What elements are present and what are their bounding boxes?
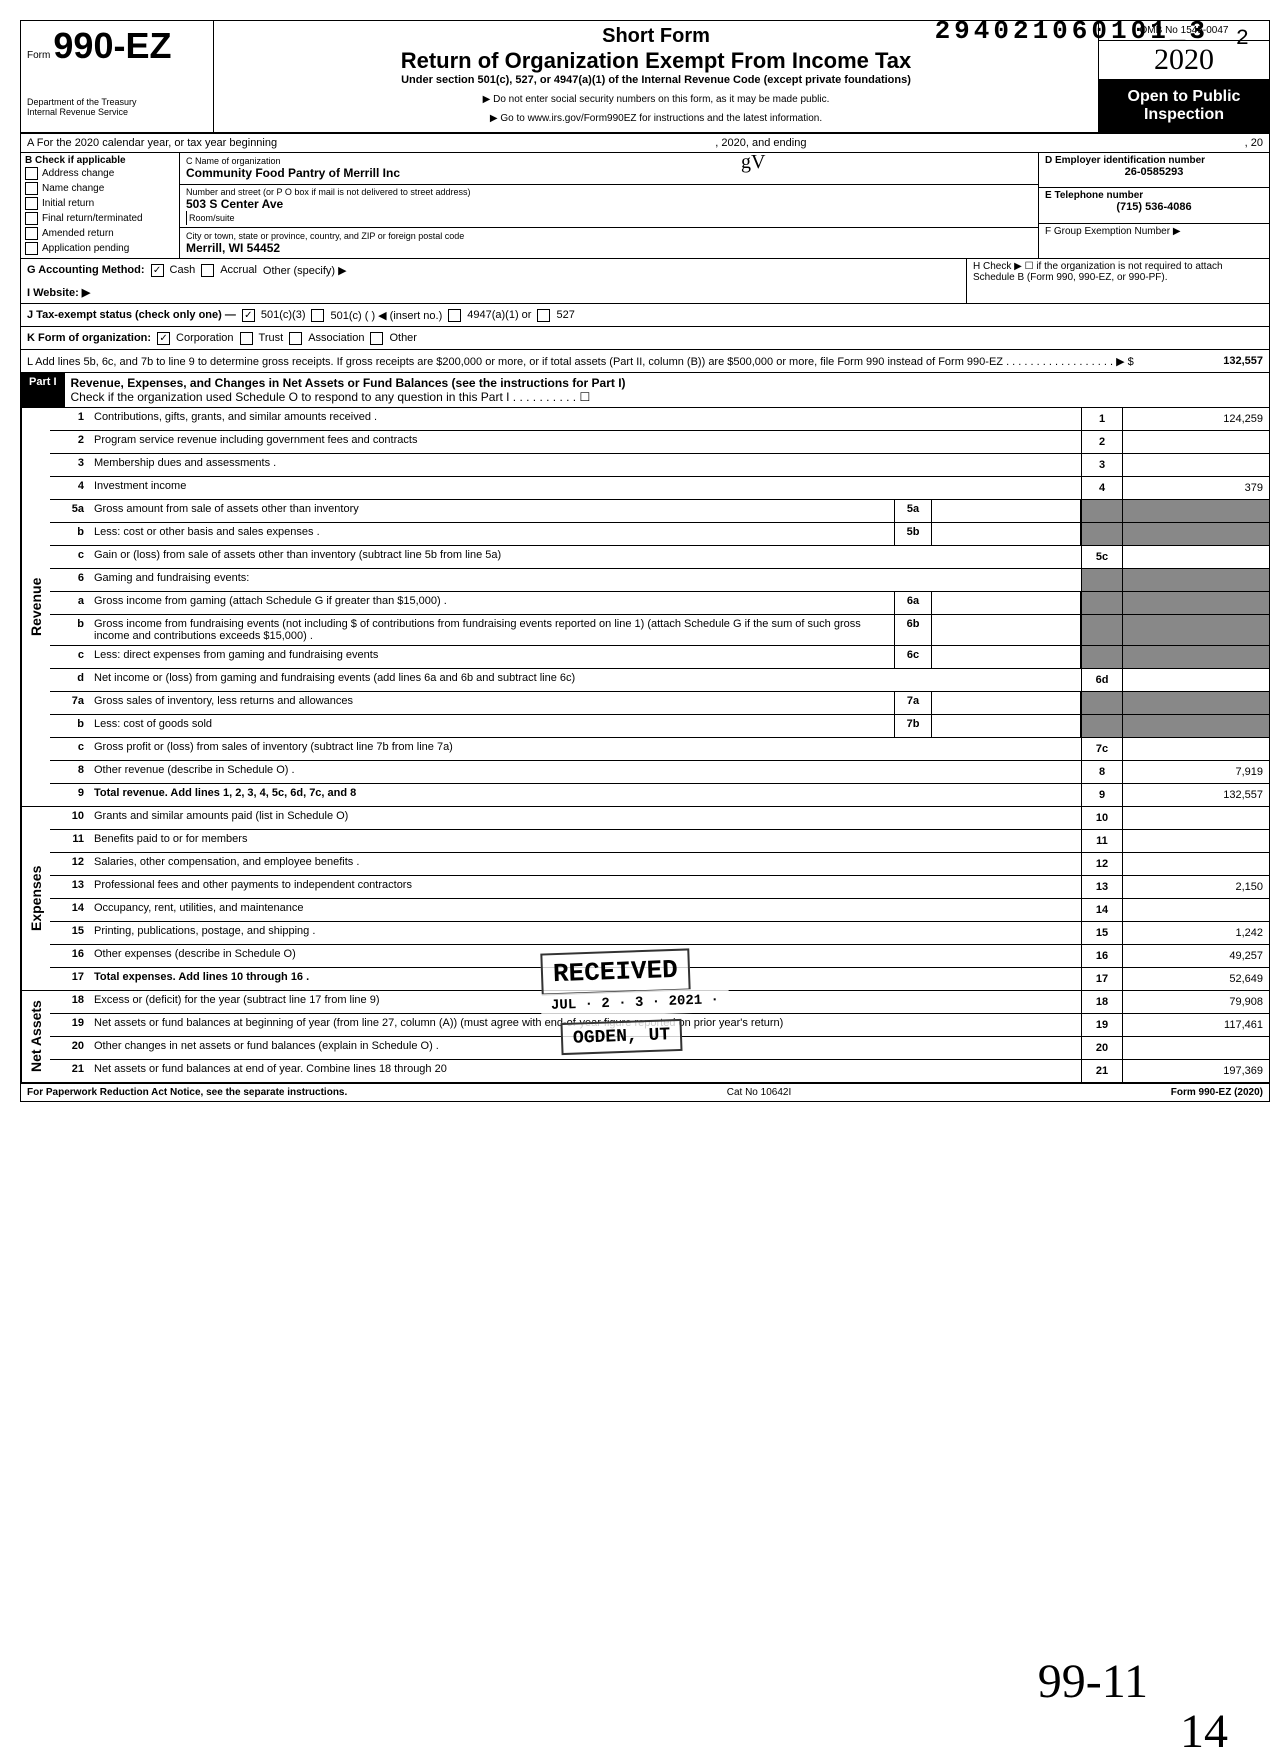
row-a: A For the 2020 calendar year, or tax yea…	[21, 134, 1269, 153]
line-9: 9Total revenue. Add lines 1, 2, 3, 4, 5c…	[50, 784, 1269, 806]
col-b: B Check if applicable Address change Nam…	[21, 153, 180, 258]
footer-mid: Cat No 10642I	[727, 1087, 792, 1098]
org-name: Community Food Pantry of Merrill Inc	[186, 166, 1032, 180]
side-revenue: Revenue	[21, 408, 50, 806]
title-main: Return of Organization Exempt From Incom…	[222, 48, 1090, 74]
ein: 26-0585293	[1045, 166, 1263, 178]
addr-label: Number and street (or P O box if mail is…	[186, 187, 1032, 197]
chk-application-pending[interactable]	[25, 242, 38, 255]
footer-left: For Paperwork Reduction Act Notice, see …	[27, 1087, 347, 1098]
dept-label: Department of the Treasury Internal Reve…	[27, 97, 207, 117]
chk-name-change[interactable]	[25, 182, 38, 195]
h-box: H Check ▶ ☐ if the organization is not r…	[966, 259, 1269, 303]
document-number: 294021060101_3	[935, 16, 1209, 46]
line-5c: cGain or (loss) from sale of assets othe…	[50, 546, 1269, 569]
line-15: 15Printing, publications, postage, and s…	[50, 922, 1269, 945]
line-11: 11Benefits paid to or for members11	[50, 830, 1269, 853]
line-14: 14Occupancy, rent, utilities, and mainte…	[50, 899, 1269, 922]
line-7c: cGross profit or (loss) from sales of in…	[50, 738, 1269, 761]
handwrite-14: 14	[1180, 1704, 1228, 1759]
line-6d: dNet income or (loss) from gaming and fu…	[50, 669, 1269, 692]
chk-final-return[interactable]	[25, 212, 38, 225]
chk-amended-return[interactable]	[25, 227, 38, 240]
chk-other-org[interactable]	[370, 332, 383, 345]
line-6: 6Gaming and fundraising events:	[50, 569, 1269, 592]
line-3: 3Membership dues and assessments .3	[50, 454, 1269, 477]
note-ssn: ▶ Do not enter social security numbers o…	[222, 94, 1090, 105]
f-label: F Group Exemption Number ▶	[1045, 226, 1263, 237]
org-addr: 503 S Center Ave	[186, 197, 1032, 211]
l-value: 132,557	[1163, 355, 1263, 367]
form-prefix: Form	[27, 50, 50, 61]
chk-4947[interactable]	[448, 309, 461, 322]
page-footer: For Paperwork Reduction Act Notice, see …	[21, 1082, 1269, 1101]
chk-assoc[interactable]	[289, 332, 302, 345]
line-6a: aGross income from gaming (attach Schedu…	[50, 592, 1269, 615]
section-bcdef: B Check if applicable Address change Nam…	[21, 153, 1269, 259]
title-sub: Under section 501(c), 527, or 4947(a)(1)…	[222, 74, 1090, 86]
row-a-end: , 20	[1245, 137, 1263, 149]
chk-address-change[interactable]	[25, 167, 38, 180]
form-id-box: Form 990-EZ Department of the Treasury I…	[21, 21, 214, 132]
line-6c: cLess: direct expenses from gaming and f…	[50, 646, 1269, 669]
part1-title: Revenue, Expenses, and Changes in Net As…	[71, 376, 1263, 390]
document-number-suffix: 2	[1236, 26, 1249, 51]
part1-check: Check if the organization used Schedule …	[71, 390, 1263, 404]
form-number: 990-EZ	[53, 25, 171, 66]
note-url: ▶ Go to www.irs.gov/Form990EZ for instru…	[222, 113, 1090, 124]
line-5a: 5aGross amount from sale of assets other…	[50, 500, 1269, 523]
chk-501c[interactable]	[311, 309, 324, 322]
chk-initial-return[interactable]	[25, 197, 38, 210]
stamp-received: RECEIVED	[540, 948, 690, 995]
handwrite-99-11: 99-11	[1038, 1654, 1148, 1709]
line-7a: 7aGross sales of inventory, less returns…	[50, 692, 1269, 715]
line-8: 8Other revenue (describe in Schedule O) …	[50, 761, 1269, 784]
line-21: 21Net assets or fund balances at end of …	[50, 1060, 1269, 1082]
row-a-mid: , 2020, and ending	[715, 137, 806, 149]
line-5b: bLess: cost or other basis and sales exp…	[50, 523, 1269, 546]
revenue-section: Revenue 1Contributions, gifts, grants, a…	[21, 408, 1269, 806]
chk-accrual[interactable]	[201, 264, 214, 277]
org-city: Merrill, WI 54452	[186, 241, 1032, 255]
c-label: C Name of organization	[186, 156, 1032, 166]
line-l: L Add lines 5b, 6c, and 7b to line 9 to …	[21, 350, 1269, 373]
stamp-ogden: OGDEN, UT	[560, 1019, 682, 1055]
open-to-public: Open to Public Inspection	[1099, 80, 1269, 132]
hand-initial: gV	[741, 151, 765, 174]
line-k: K Form of organization: ✓Corporation Tru…	[21, 327, 1269, 350]
chk-cash[interactable]: ✓	[151, 264, 164, 277]
room-suite: Room/suite	[186, 211, 261, 225]
col-def: D Employer identification number 26-0585…	[1038, 153, 1269, 258]
chk-corp[interactable]: ✓	[157, 332, 170, 345]
line-12: 12Salaries, other compensation, and empl…	[50, 853, 1269, 876]
line-10: 10Grants and similar amounts paid (list …	[50, 807, 1269, 830]
line-7b: bLess: cost of goods sold7b	[50, 715, 1269, 738]
footer-right: Form 990-EZ (2020)	[1171, 1087, 1263, 1098]
line-2: 2Program service revenue including gover…	[50, 431, 1269, 454]
line-i: I Website: ▶	[21, 281, 966, 303]
line-6b: bGross income from fundraising events (n…	[50, 615, 1269, 646]
line-g: G Accounting Method: ✓Cash Accrual Other…	[21, 259, 966, 281]
line-1: 1Contributions, gifts, grants, and simil…	[50, 408, 1269, 431]
phone: (715) 536-4086	[1045, 201, 1263, 213]
chk-501c3[interactable]: ✓	[242, 309, 255, 322]
line-13: 13Professional fees and other payments t…	[50, 876, 1269, 899]
line-j: J Tax-exempt status (check only one) — ✓…	[21, 304, 1269, 327]
side-expenses: Expenses	[21, 807, 50, 990]
chk-527[interactable]	[537, 309, 550, 322]
row-a-begin: A For the 2020 calendar year, or tax yea…	[27, 137, 277, 149]
col-c: C Name of organization Community Food Pa…	[180, 153, 1038, 258]
side-netassets: Net Assets	[21, 991, 50, 1082]
d-label: D Employer identification number	[1045, 155, 1263, 166]
city-label: City or town, state or province, country…	[186, 231, 1032, 241]
part1-header-row: Part I Revenue, Expenses, and Changes in…	[21, 373, 1269, 408]
form-page: 294021060101_3 2 Form 990-EZ Department …	[20, 20, 1270, 1102]
part1-label: Part I	[21, 373, 65, 407]
line-4: 4Investment income4379	[50, 477, 1269, 500]
e-label: E Telephone number	[1045, 190, 1263, 201]
b-label: B Check if applicable	[25, 155, 175, 166]
chk-trust[interactable]	[240, 332, 253, 345]
